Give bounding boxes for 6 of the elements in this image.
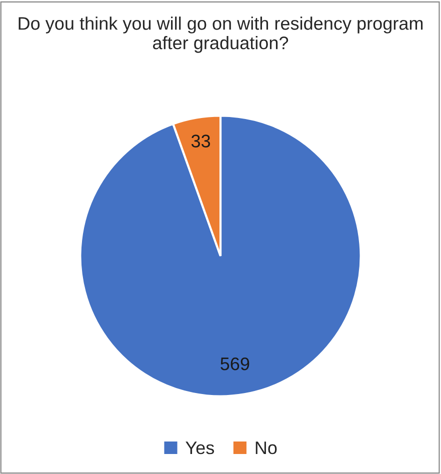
chart-title: Do you think you will go on with residency program after graduation? bbox=[18, 16, 423, 53]
data-label: 33 bbox=[191, 134, 210, 148]
data-label: 569 bbox=[220, 357, 250, 370]
pie-slice bbox=[79, 114, 362, 398]
legend-label: Yes bbox=[186, 442, 214, 454]
legend-label: No bbox=[256, 442, 277, 454]
